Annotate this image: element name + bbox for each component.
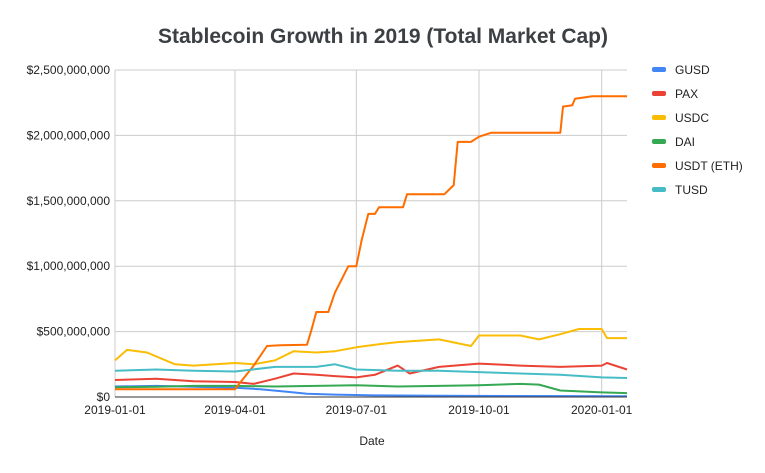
legend-label: USDT (ETH): [675, 159, 743, 173]
legend-swatch: [652, 163, 666, 168]
legend-swatch: [652, 67, 666, 72]
gridlines: [114, 69, 627, 397]
x-tick-label: 2019-04-01: [204, 403, 266, 417]
legend-label: GUSD: [675, 63, 710, 77]
series-line-dai: [114, 382, 628, 395]
y-tick-label: $500,000,000: [37, 325, 111, 339]
x-tick-label: 2020-01-01: [571, 403, 633, 417]
legend-swatch: [652, 91, 666, 96]
legend-label: PAX: [675, 87, 698, 101]
legend-swatch: [652, 115, 666, 120]
chart-title: Stablecoin Growth in 2019 (Total Market …: [158, 25, 608, 48]
legend-label: TUSD: [675, 183, 708, 197]
y-tick-label: $0: [97, 390, 111, 404]
y-tick-label: $1,000,000,000: [27, 259, 111, 273]
series-line-usdc: [114, 328, 627, 367]
x-axis-label: Date: [359, 434, 385, 448]
legend-swatch: [652, 187, 666, 192]
x-tick-label: 2019-07-01: [326, 403, 388, 417]
y-tick-label: $1,500,000,000: [27, 194, 111, 208]
x-tick-label: 2019-01-01: [84, 403, 146, 417]
legend: GUSD PAX USDC DAI USDT (ETH) TUSD: [652, 63, 743, 197]
series-line-usdt-eth: [115, 95, 627, 391]
y-axis-ticks: $0 $500,000,000 $1,000,000,000 $1,500,000,0…: [27, 63, 111, 404]
series-line-tusd: [114, 363, 628, 379]
legend-label: DAI: [675, 135, 695, 149]
legend-swatch: [652, 139, 666, 144]
legend-label: USDC: [675, 111, 709, 125]
series-lines: [114, 95, 628, 398]
y-tick-label: $2,000,000,000: [27, 128, 111, 142]
x-tick-label: 2019-10-01: [448, 403, 510, 417]
y-tick-label: $2,500,000,000: [27, 63, 111, 77]
series-line-pax: [114, 362, 628, 385]
x-axis-ticks: 2019-01-01 2019-04-01 2019-07-01 2019-10-01…: [84, 403, 632, 417]
